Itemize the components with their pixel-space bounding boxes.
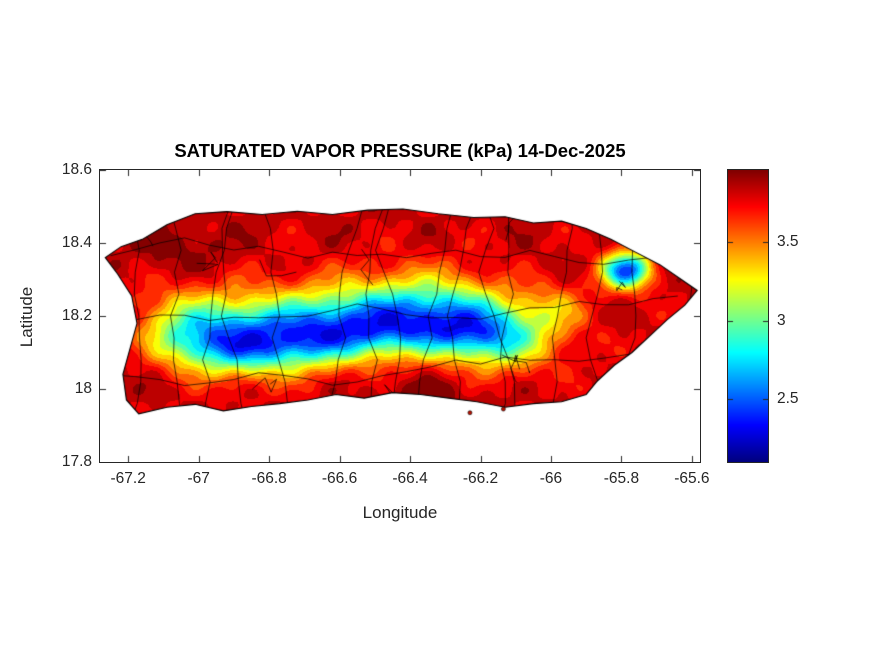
- x-tick-label: -65.8: [603, 470, 640, 487]
- x-tick-label: -66.4: [392, 470, 428, 487]
- x-tick-label: -66.8: [251, 470, 287, 487]
- colorbar-tick-label: 3: [777, 311, 786, 329]
- colorbar-canvas: [728, 170, 768, 462]
- x-tick-label: -66.2: [462, 470, 499, 487]
- x-tick-label: -65.6: [674, 470, 710, 487]
- x-tick-label: -67.2: [110, 470, 146, 487]
- x-axis-label: Longitude: [362, 503, 438, 522]
- x-tick-label: -67: [187, 470, 210, 487]
- y-tick-label: 18: [74, 380, 92, 397]
- plot-area: [99, 169, 701, 463]
- y-tick-label: 18.6: [61, 161, 92, 178]
- colorbar-tick-label: 2.5: [777, 390, 799, 408]
- colorbar-tick-label: 3.5: [777, 233, 799, 251]
- colorbar: [727, 169, 769, 463]
- y-tick-label: 18.2: [61, 307, 92, 324]
- x-tick-label: -66.6: [321, 470, 358, 487]
- y-tick-label: 18.4: [61, 234, 92, 251]
- map-canvas: [100, 170, 700, 462]
- figure-title: SATURATED VAPOR PRESSURE (kPa) 14-Dec-20…: [174, 140, 626, 161]
- y-tick-label: 17.8: [61, 453, 92, 470]
- x-tick-label: -66: [539, 470, 563, 487]
